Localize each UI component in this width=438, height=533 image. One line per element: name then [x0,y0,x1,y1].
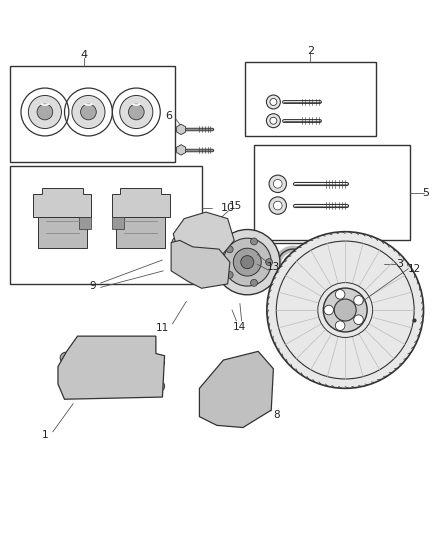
Circle shape [241,256,254,269]
Polygon shape [116,217,166,248]
Text: 8: 8 [273,410,280,421]
Circle shape [269,197,286,214]
Text: 13: 13 [267,262,280,272]
Circle shape [267,232,424,389]
Text: 6: 6 [166,111,173,122]
Circle shape [270,117,277,124]
Circle shape [28,95,61,128]
Circle shape [60,352,71,364]
Circle shape [273,180,282,188]
Polygon shape [33,188,91,217]
Bar [10,166,201,284]
Circle shape [215,230,280,295]
Polygon shape [79,217,91,229]
Circle shape [60,376,71,387]
Circle shape [106,366,130,389]
Bar [254,144,410,240]
Text: 12: 12 [408,264,421,273]
Circle shape [175,240,180,245]
Text: 15: 15 [229,201,242,212]
Polygon shape [177,124,186,135]
Circle shape [233,248,261,276]
Text: 9: 9 [89,281,96,291]
Polygon shape [171,240,230,288]
Circle shape [323,288,367,332]
Circle shape [266,95,280,109]
Polygon shape [112,188,170,217]
Circle shape [172,237,184,248]
Circle shape [226,271,233,278]
Text: 10: 10 [221,203,235,213]
Circle shape [266,114,280,128]
Circle shape [177,264,182,269]
Circle shape [81,104,96,120]
Polygon shape [173,212,234,258]
Polygon shape [177,144,186,155]
Circle shape [338,255,357,274]
Text: 4: 4 [81,51,88,60]
Circle shape [273,201,282,210]
Circle shape [112,371,124,384]
Bar [245,62,376,136]
Circle shape [336,289,345,299]
Polygon shape [58,336,165,399]
Circle shape [251,279,258,286]
Polygon shape [38,217,87,248]
Circle shape [173,261,185,272]
Circle shape [354,315,363,325]
Circle shape [265,259,272,265]
Circle shape [106,349,130,372]
Circle shape [153,357,165,368]
Text: 11: 11 [156,324,169,333]
Circle shape [334,299,356,321]
Circle shape [241,381,260,400]
Text: 3: 3 [396,260,403,269]
Circle shape [354,296,363,305]
Circle shape [72,95,105,128]
Bar [254,243,385,286]
Polygon shape [112,217,124,229]
Text: 2: 2 [307,46,314,56]
Circle shape [251,238,258,245]
Circle shape [128,104,144,120]
Circle shape [283,255,303,274]
Circle shape [270,99,277,106]
Circle shape [336,321,345,330]
Circle shape [112,353,124,367]
Circle shape [223,238,271,286]
Circle shape [226,246,233,253]
Circle shape [208,381,228,400]
Polygon shape [199,351,273,427]
Text: 14: 14 [233,321,247,332]
Bar [10,66,176,162]
Text: 7: 7 [71,354,78,364]
Circle shape [120,95,153,128]
Text: 5: 5 [422,188,429,198]
Circle shape [269,175,286,192]
Circle shape [246,386,254,395]
Circle shape [324,305,334,315]
Circle shape [37,104,53,120]
Circle shape [214,386,223,395]
Circle shape [153,381,165,392]
Text: 1: 1 [42,430,48,440]
